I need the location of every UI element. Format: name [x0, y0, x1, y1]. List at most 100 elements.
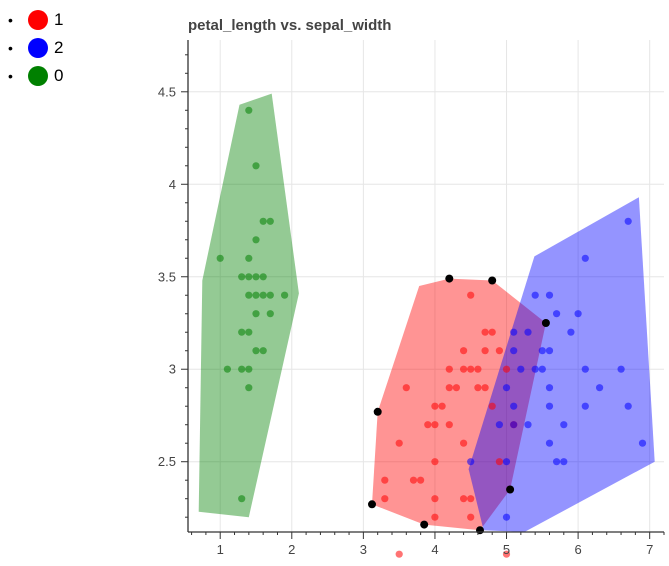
- point-series-2: [510, 402, 518, 410]
- point-series-0: [245, 106, 253, 114]
- point-series-1: [481, 347, 489, 355]
- point-series-0: [266, 291, 274, 299]
- point-series-1: [502, 550, 511, 558]
- point-series-1: [467, 495, 475, 503]
- point-series-0: [238, 495, 246, 503]
- hull-vertex-point: [506, 485, 515, 494]
- point-series-2: [524, 421, 532, 429]
- point-series-0: [223, 365, 231, 373]
- hull-vertex-point: [445, 274, 454, 283]
- point-series-2: [502, 384, 511, 392]
- point-series-2: [574, 310, 582, 318]
- point-series-2: [467, 458, 475, 466]
- point-series-0: [245, 254, 253, 262]
- point-series-2: [581, 402, 589, 410]
- point-series-2: [502, 458, 511, 466]
- legend-item-2[interactable]: • 2: [8, 34, 63, 62]
- bullet-icon: •: [8, 68, 13, 84]
- point-series-0: [245, 365, 253, 373]
- point-series-1: [395, 439, 403, 447]
- x-tick-label: 7: [646, 542, 653, 557]
- hull-series-0: [198, 93, 299, 518]
- point-series-2: [538, 365, 546, 373]
- hull-layer: [198, 93, 655, 532]
- point-series-1: [452, 384, 460, 392]
- point-series-2: [596, 384, 604, 392]
- legend-item-0[interactable]: • 0: [8, 62, 63, 90]
- point-series-2: [531, 291, 539, 299]
- point-series-0: [238, 273, 246, 281]
- point-series-2: [524, 328, 532, 336]
- point-series-2: [624, 217, 632, 225]
- y-tick-label: 4: [169, 177, 176, 192]
- y-tick-label: 4.5: [158, 84, 176, 99]
- point-series-1: [474, 365, 482, 373]
- point-series-0: [245, 328, 253, 336]
- point-series-1: [395, 550, 403, 558]
- chart-title: petal_length vs. sepal_width: [188, 17, 391, 34]
- point-series-1: [467, 365, 475, 373]
- point-series-1: [445, 365, 453, 373]
- y-tick-label: 2.5: [158, 454, 176, 469]
- axes: 1 2 3 4 5 6 7 2.5 3 3.5 4 4.5: [158, 40, 665, 557]
- hull-vertex-point: [541, 319, 550, 327]
- x-tick-label: 4: [431, 542, 438, 557]
- hull-vertex-point: [476, 526, 484, 535]
- point-series-0: [245, 384, 253, 392]
- point-series-2: [617, 365, 625, 373]
- point-series-0: [259, 347, 267, 355]
- point-series-1: [488, 402, 496, 410]
- hull-series-1: [372, 278, 546, 531]
- hull-vertex-point: [420, 520, 429, 529]
- point-series-0: [259, 291, 267, 299]
- point-series-1: [467, 513, 475, 521]
- point-series-1: [424, 421, 432, 429]
- point-series-1: [438, 402, 446, 410]
- point-series-1: [467, 291, 475, 299]
- point-series-1: [381, 476, 389, 484]
- hull-series-2: [468, 197, 655, 532]
- point-series-2: [560, 421, 568, 429]
- point-series-1: [409, 476, 418, 484]
- point-series-2: [624, 402, 632, 410]
- point-series-0: [252, 273, 260, 281]
- point-series-0: [252, 162, 260, 170]
- point-series-2: [517, 365, 525, 373]
- legend-swatch-0: [28, 66, 48, 86]
- point-layer: [216, 106, 647, 558]
- point-series-1: [474, 384, 482, 392]
- bullet-icon: •: [8, 40, 13, 56]
- point-series-0: [245, 291, 253, 299]
- point-series-1: [460, 495, 468, 503]
- point-series-2: [545, 291, 554, 299]
- point-series-1: [495, 458, 503, 466]
- point-series-2: [502, 513, 511, 521]
- point-series-0: [281, 291, 289, 299]
- legend-label-2: 2: [54, 38, 64, 57]
- point-series-1: [431, 402, 439, 410]
- point-series-2: [495, 421, 503, 429]
- point-series-0: [266, 217, 274, 225]
- point-series-2: [560, 458, 568, 466]
- point-series-1: [481, 328, 489, 336]
- point-series-1: [431, 421, 439, 429]
- point-series-1: [431, 513, 439, 521]
- legend-label-1: 1: [54, 10, 64, 29]
- point-series-2: [545, 384, 554, 392]
- x-tick-label: 2: [288, 542, 295, 557]
- point-series-1: [402, 384, 410, 392]
- hull-vertex-point: [488, 276, 497, 285]
- point-series-2: [545, 402, 554, 410]
- legend-item-1[interactable]: • 1: [8, 6, 63, 34]
- x-tick-label: 6: [574, 542, 581, 557]
- point-series-0: [238, 365, 246, 373]
- point-series-0: [238, 328, 246, 336]
- point-series-2: [510, 421, 518, 429]
- point-series-1: [502, 365, 511, 373]
- point-series-1: [417, 476, 425, 484]
- x-tick-label: 3: [360, 542, 367, 557]
- point-series-2: [510, 328, 518, 336]
- legend-label-0: 0: [54, 66, 64, 85]
- point-series-1: [460, 347, 468, 355]
